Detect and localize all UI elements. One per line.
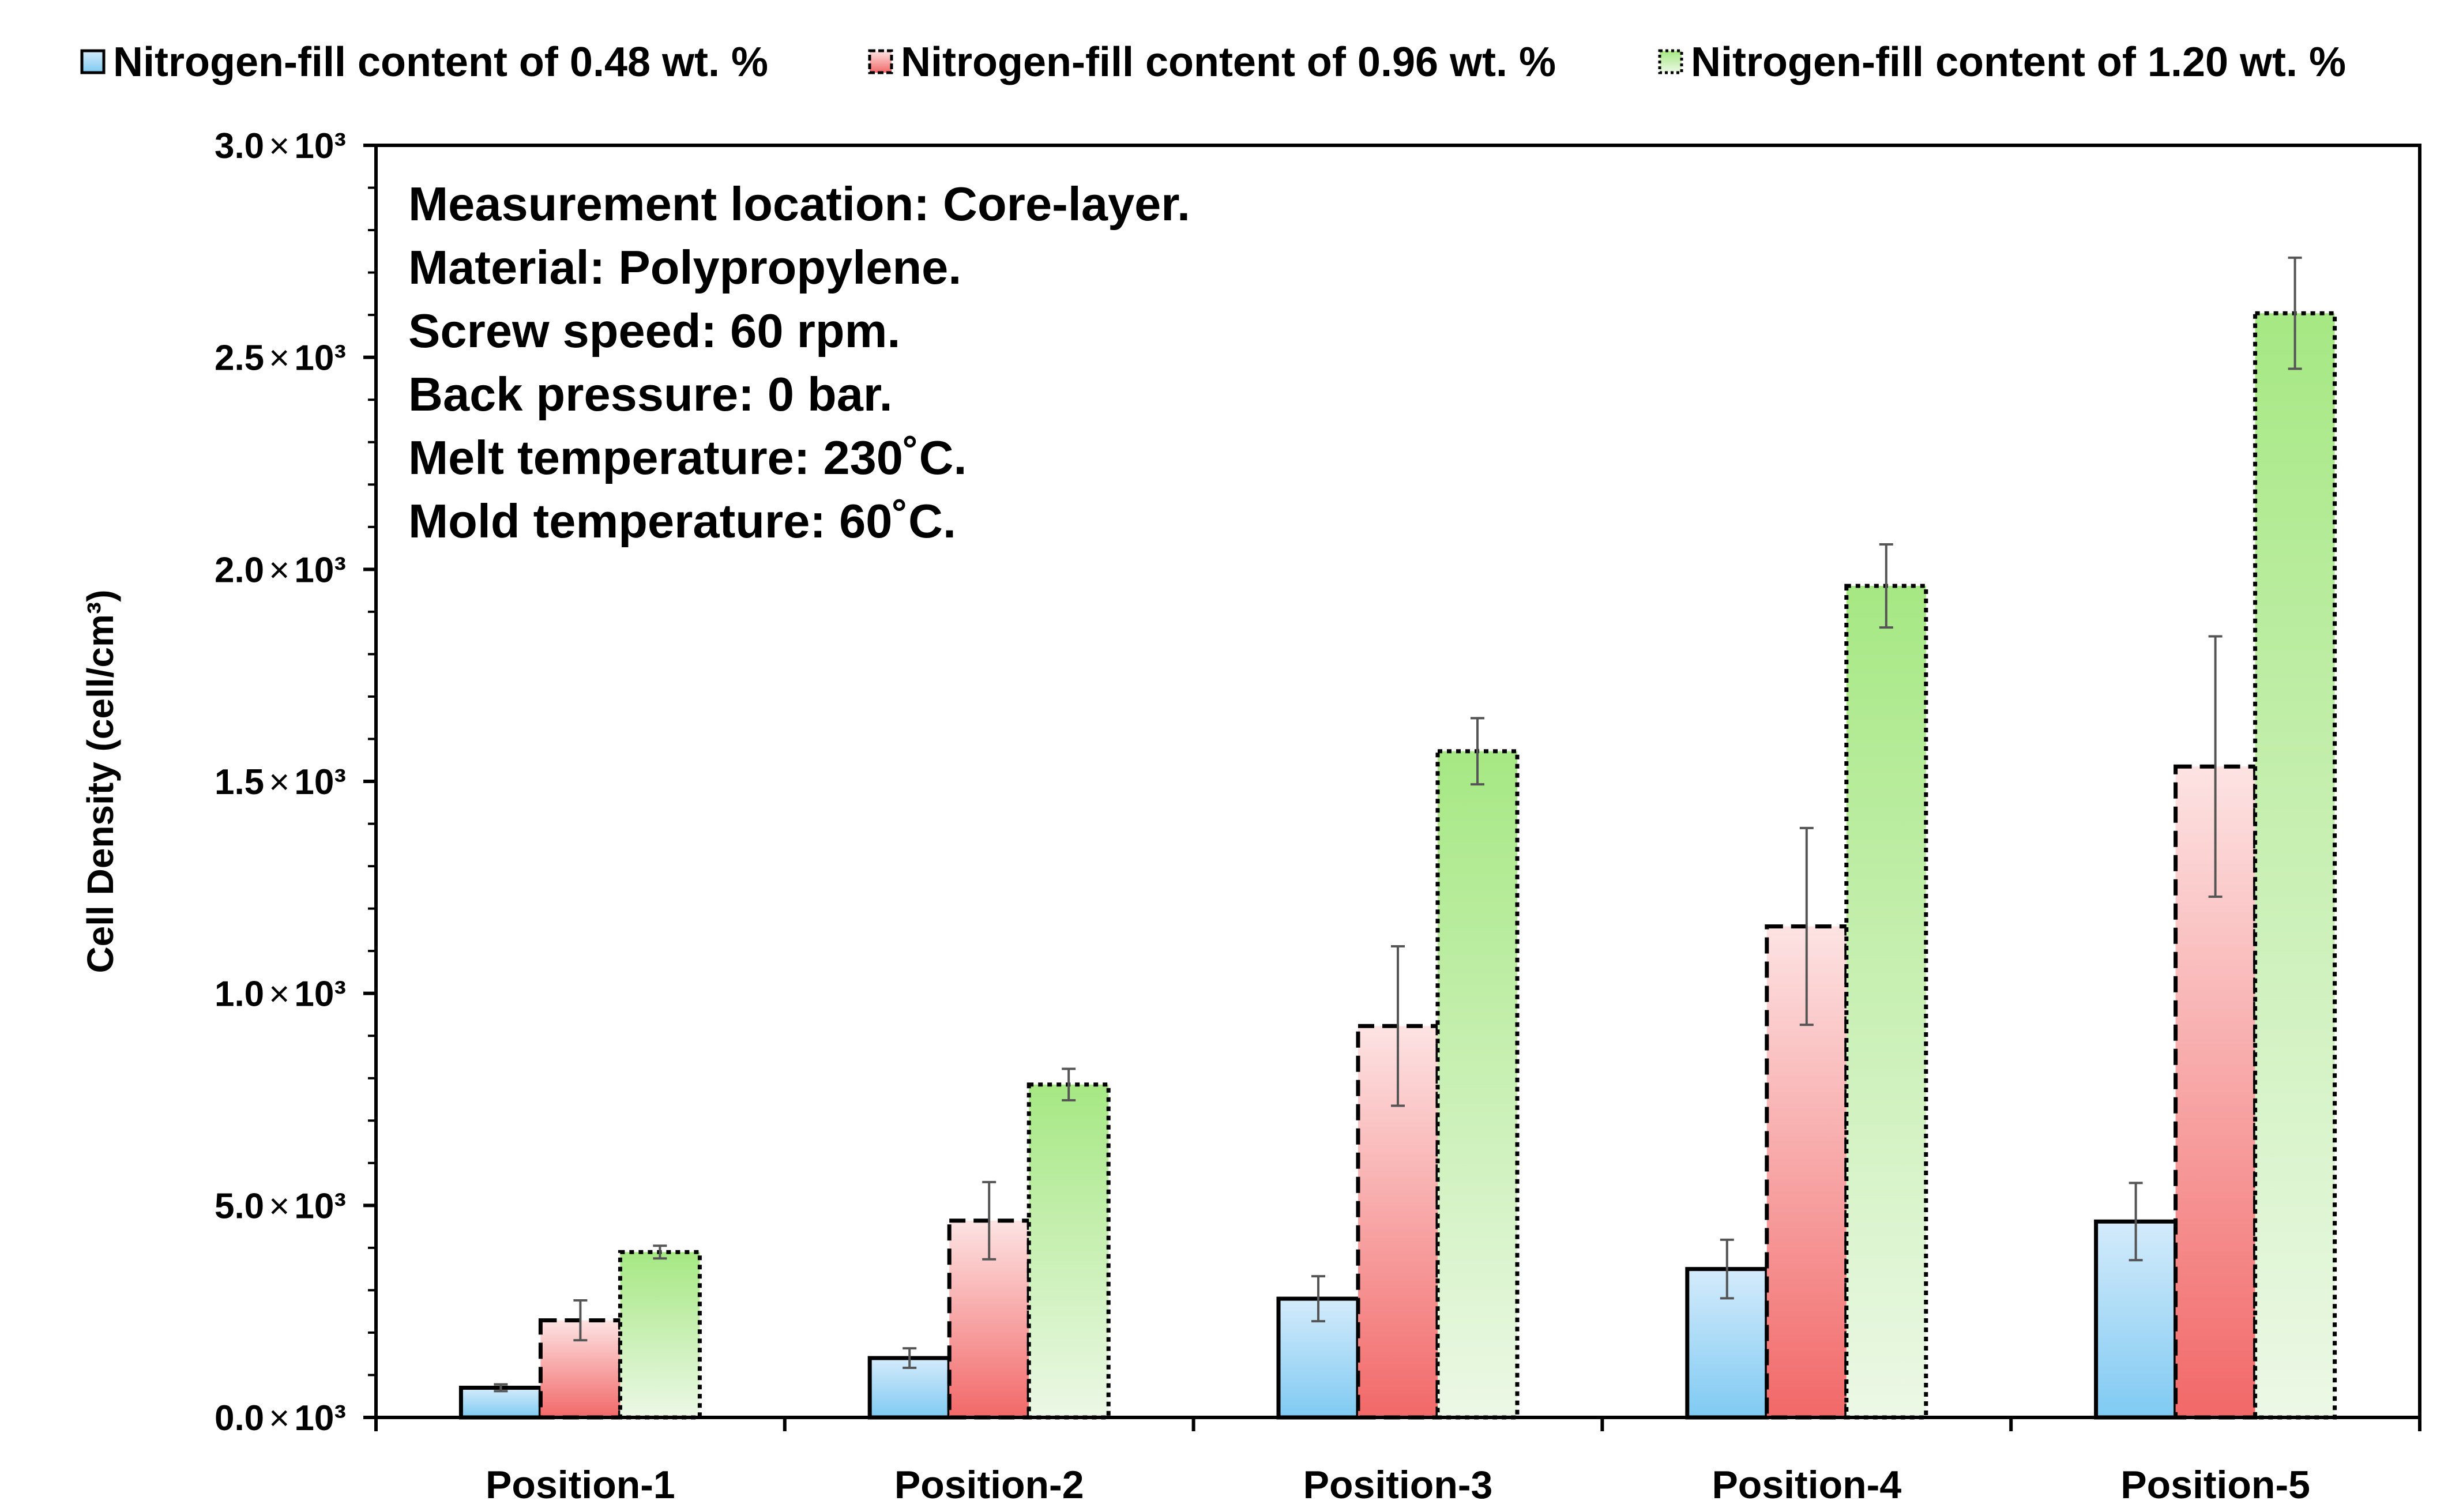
y-tick-label: 0.0 × 10³: [215, 1398, 346, 1438]
y-axis-ticks: 0.0 × 10³ 5.0 × 10³ 1.0 × 10³ 1.5 × 10³ 2.0 × 10³ 2.5 × 1…: [215, 126, 346, 1438]
legend-label: Nitrogen-fill content of 0.96 wt. %: [901, 39, 1556, 85]
error-bar: [903, 1347, 917, 1369]
y-tick-label: 1.0 × 10³: [215, 975, 346, 1014]
y-tick-label: 1.5 × 10³: [215, 762, 346, 802]
error-bar: [1471, 717, 1484, 786]
error-bar: [1879, 543, 1893, 629]
error-bars: [494, 256, 2302, 1393]
error-bar: [2129, 1182, 2143, 1262]
y-tick-label: 3.0 × 10³: [215, 126, 346, 166]
x-tick-label: Position-5: [2120, 1463, 2310, 1507]
y-tick-label: 5.0 × 10³: [215, 1186, 346, 1226]
legend-swatch: [1658, 49, 1683, 74]
error-bar: [2208, 635, 2223, 898]
annotation-line: Mold temperature: 60˚C.: [408, 494, 956, 548]
annotation-line: Measurement location: Core-layer.: [408, 177, 1190, 231]
y-tick-label: 2.0 × 10³: [215, 550, 346, 590]
x-tick-label: Position-4: [1712, 1463, 1901, 1507]
annotation-line: Back pressure: 0 bar.: [408, 367, 893, 421]
error-bar: [1799, 826, 1814, 1026]
y-tick-label: 2.5 × 10³: [215, 338, 346, 378]
bar-position-5-series-3: [2253, 311, 2337, 1420]
x-axis-ticks: Position-1 Position-2 Position-3 Position-4…: [486, 1463, 2310, 1507]
annotation-line: Material: Polypropylene.: [408, 240, 961, 294]
y-axis-label: Cell Density (cell/cm³): [80, 589, 121, 973]
legend-swatch: [80, 49, 106, 74]
bar-position-2-series-3: [1026, 1082, 1111, 1420]
annotation-line: Melt temperature: 230˚C.: [408, 431, 967, 484]
error-bar: [494, 1383, 508, 1393]
error-bar: [653, 1244, 667, 1260]
legend-label: Nitrogen-fill content of 1.20 wt. %: [1691, 39, 2346, 85]
legend-swatch: [868, 49, 893, 74]
error-bar: [1391, 945, 1405, 1107]
bar-position-1-series-3: [618, 1250, 702, 1420]
error-bar: [982, 1180, 997, 1261]
annotation-block: Measurement location: Core-layer. Materia…: [408, 177, 1190, 548]
x-tick-label: Position-3: [1303, 1463, 1493, 1507]
bar-position-3-series-3: [1435, 749, 1520, 1420]
error-bar: [573, 1299, 588, 1342]
annotation-line: Screw speed: 60 rpm.: [408, 304, 900, 358]
axes: [363, 144, 2421, 1431]
legend: Nitrogen-fill content of 0.48 wt. % Nitro…: [80, 39, 2346, 85]
error-bar: [1062, 1067, 1076, 1101]
legend-label: Nitrogen-fill content of 0.48 wt. %: [113, 39, 768, 85]
plot-bars: [458, 311, 2337, 1420]
x-tick-label: Position-1: [486, 1463, 675, 1507]
error-bar: [1720, 1238, 1734, 1300]
error-bar: [1311, 1275, 1325, 1323]
error-bar: [2288, 256, 2302, 370]
bar-position-4-series-3: [1844, 584, 1928, 1420]
x-tick-label: Position-2: [894, 1463, 1084, 1507]
